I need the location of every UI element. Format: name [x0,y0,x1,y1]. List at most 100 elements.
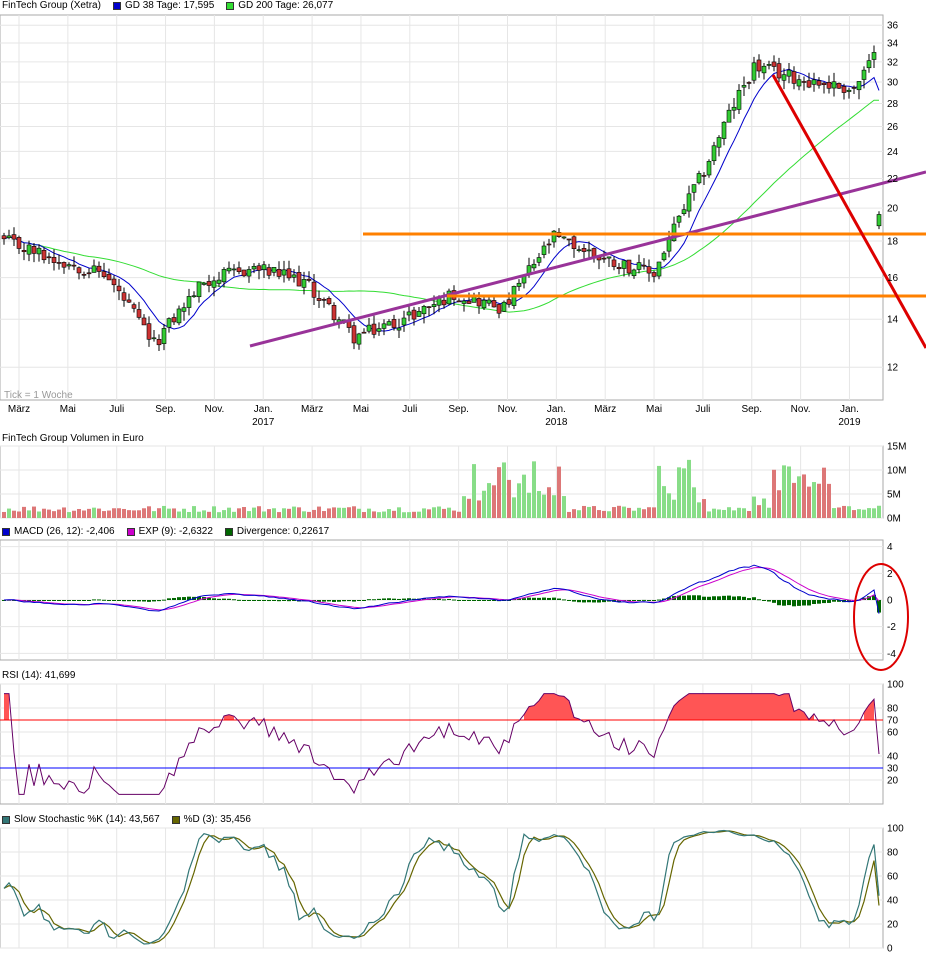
volume-bar [307,511,311,518]
volume-bar [157,508,161,518]
volume-bar [262,511,266,518]
candle-body [741,85,747,88]
volume-bar [277,512,281,518]
volume-bar [797,476,801,518]
volume-bar [577,510,581,518]
volume-bar [607,511,611,518]
candle-body [736,89,742,110]
macd-divergence-bar [652,600,656,601]
candle-body [76,267,82,274]
macd-divergence-bar [267,600,271,602]
candle-body [496,304,502,314]
volume-bar [582,505,586,518]
price-y-tick-label: 12 [887,363,899,374]
candle-body [431,304,437,307]
macd-divergence-bar [722,595,726,600]
volume-bar [52,511,56,518]
candle-body [626,259,632,274]
volume-bar [732,510,736,518]
volume-bar [567,511,571,518]
volume-bar [187,512,191,518]
candle-body [786,69,792,77]
volume-bar [77,508,81,518]
candle-body [486,299,492,304]
macd-divergence-bar [437,598,441,600]
macd-divergence-bar [352,600,356,602]
macd-divergence-bar [182,597,186,600]
volume-bar [57,509,61,518]
macd-divergence-bar [712,596,716,600]
candle-body [536,257,542,263]
volume-bar [677,467,681,518]
macd-divergence-bar [37,600,41,601]
candle-body [636,262,642,270]
price-y-tick-label: 34 [887,39,899,50]
candle-body [46,256,52,259]
macd-divergence-bar [162,599,166,601]
candle-body [731,106,737,111]
macd-divergence-bar [592,600,596,603]
volume-bar [792,482,796,518]
volume-bar [382,511,386,518]
volume-bar [827,483,831,518]
candle-body [696,173,702,184]
volume-bar [342,507,346,518]
candle-body [186,296,192,308]
volume-bar [837,507,841,518]
macd-y-tick-label: 2 [887,569,893,580]
rsi-y-tick-label: 20 [887,776,899,787]
macd-divergence-bar [807,600,811,606]
volume-bar [147,506,151,518]
candle-body [871,52,877,60]
volume-bar [427,509,431,518]
candle-body [641,264,647,267]
volume-bar [412,511,416,518]
macd-divergence-bar [707,596,711,600]
volume-bar [527,492,531,518]
volume-y-tick-label: 15M [887,442,906,453]
candle-body [491,300,497,308]
rsi-lines-group [0,693,883,795]
candle-body [151,337,157,340]
macd-lines-group [3,564,880,614]
candle-body [256,265,262,271]
stoch-y-tick-label: 80 [887,848,899,859]
macd-divergence-bar [382,598,386,600]
macd-divergence-bar [387,598,391,600]
candle-body [581,248,587,252]
volume-bar [332,507,336,518]
volume-bar [107,510,111,518]
volume-bar [767,507,771,518]
stoch-y-tick-label: 40 [887,896,899,907]
volume-axis-group: 15M 10M 5M 0M [887,442,906,525]
macd-divergence-bar [157,600,161,602]
volume-bar [727,507,731,518]
candle-body [461,300,467,304]
price-y-tick-label: 36 [887,21,899,32]
volume-bar [362,512,366,518]
x-tick-label: Mai [60,404,76,415]
gd38-swatch [112,1,121,10]
volume-bar [632,510,636,518]
candle-body [71,264,77,267]
candle-body [271,267,277,273]
volume-bar [772,469,776,518]
volume-bar [597,510,601,518]
macd-divergence-bar [317,600,321,602]
volume-bar [397,507,401,518]
candle-body [236,267,242,272]
candle-body [36,247,42,255]
volume-bar [752,496,756,518]
candle-body [131,304,137,309]
x-tick-label: Jan. [547,404,566,415]
volume-bar [192,506,196,518]
macd-divergence-bar [552,597,556,600]
candle-body [586,249,592,252]
macd-divergence-bar [752,597,756,600]
macd-divergence-bar [407,598,411,600]
candle-body [516,282,522,287]
candle-body [141,317,147,326]
candle-body [371,323,377,335]
macd-divergence-bar [582,600,586,603]
candle-body [566,238,572,241]
